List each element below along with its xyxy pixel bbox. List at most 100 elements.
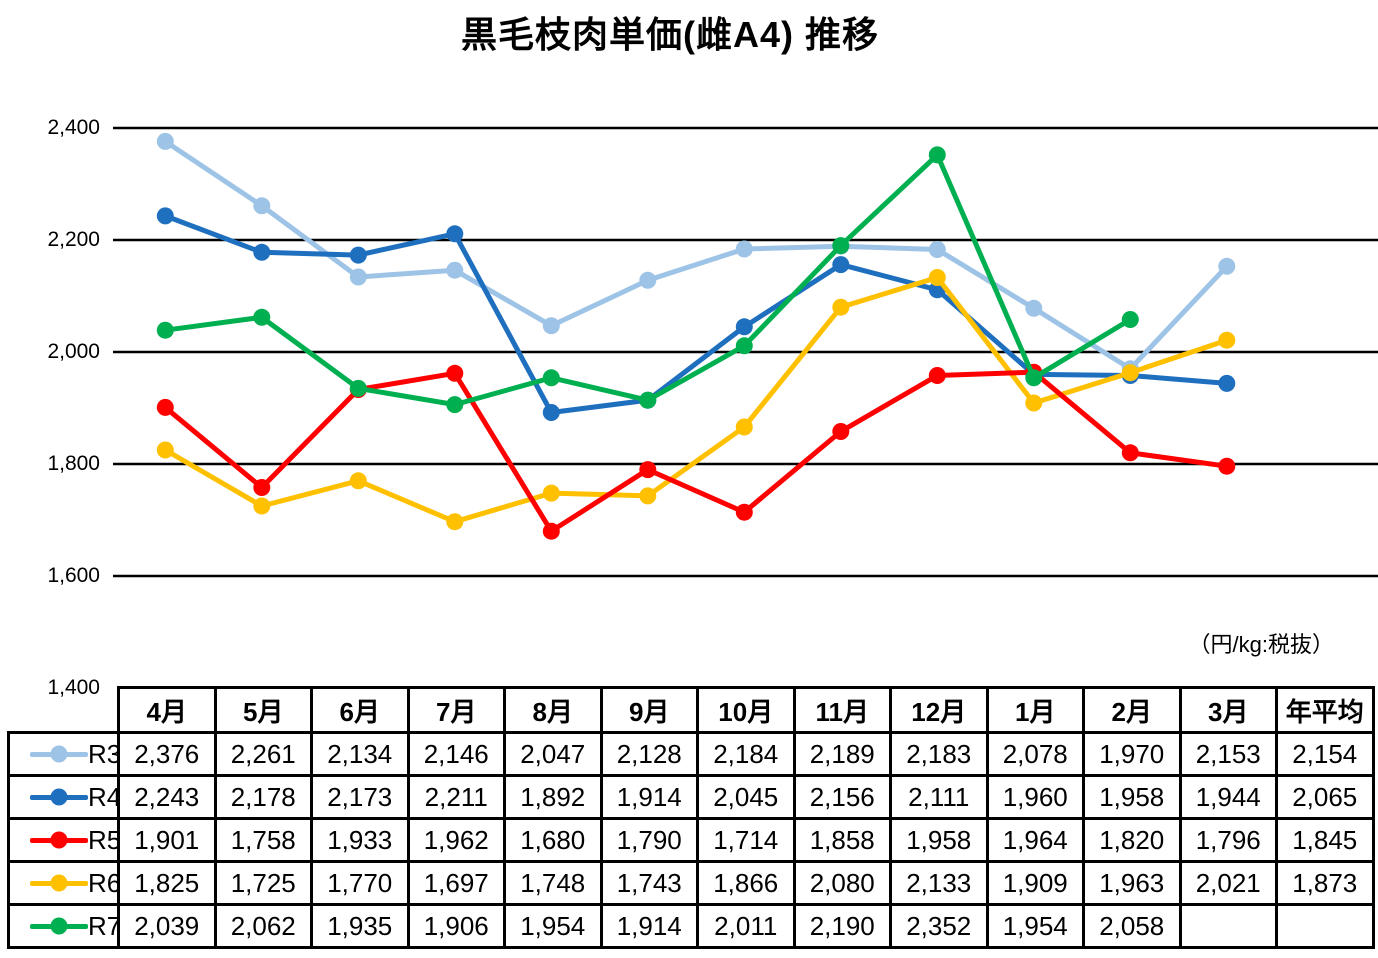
value-cell: 2,039: [117, 903, 217, 949]
month-header: 11月: [792, 686, 892, 734]
data-point-R7: [542, 369, 560, 387]
value-cell: 1,725: [213, 860, 313, 906]
data-point-R5: [446, 364, 464, 382]
value-cell: [1178, 903, 1278, 949]
value-cell: 1,963: [1082, 860, 1182, 906]
y-tick-label: 1,600: [47, 564, 100, 587]
data-point-R5: [928, 367, 946, 384]
value-cell: 1,909: [985, 860, 1085, 906]
data-point-R3: [156, 132, 174, 150]
legend-cell-R5: R5: [7, 817, 120, 863]
data-point-R6: [1121, 364, 1139, 382]
value-cell: 2,062: [213, 903, 313, 949]
y-tick-label: 1,400: [47, 676, 100, 699]
data-point-R7: [446, 396, 464, 414]
average-cell: [1275, 903, 1375, 949]
data-point-R6: [253, 497, 271, 515]
data-point-R4: [735, 318, 753, 336]
value-cell: 2,183: [889, 731, 989, 777]
value-cell: 1,858: [792, 817, 892, 863]
data-point-R7: [1121, 311, 1139, 328]
legend-line-icon: [30, 745, 88, 763]
data-point-R7: [156, 321, 174, 339]
value-cell: 2,211: [406, 774, 506, 820]
value-cell: 2,128: [599, 731, 699, 777]
value-cell: 1,796: [1178, 817, 1278, 863]
series-label: R6: [88, 867, 119, 898]
series-label: R4: [88, 781, 119, 812]
value-cell: 2,178: [213, 774, 313, 820]
data-point-R5: [1121, 444, 1139, 462]
value-cell: 2,156: [792, 774, 892, 820]
value-cell: 1,820: [1082, 817, 1182, 863]
value-cell: 2,021: [1178, 860, 1278, 906]
value-cell: 1,958: [1082, 774, 1182, 820]
data-point-R4: [542, 404, 560, 421]
data-point-R6: [639, 487, 657, 505]
value-cell: 2,352: [889, 903, 989, 949]
data-point-R7: [1025, 369, 1043, 387]
data-point-R3: [639, 271, 657, 289]
table-row: R3 2,376 2,261 2,134 2,146 2,047 2,128 2,184 2,1…: [7, 731, 1375, 777]
legend-line-icon: [30, 788, 88, 806]
data-point-R6: [735, 418, 753, 436]
data-point-R3: [446, 261, 464, 279]
legend-dot-icon: [50, 917, 68, 935]
unit-label: （円/kg:税抜）: [1188, 632, 1334, 657]
value-cell: 1,714: [696, 817, 796, 863]
data-point-R3: [928, 241, 946, 258]
data-point-R3: [1025, 299, 1043, 317]
data-point-R6: [446, 513, 464, 531]
data-point-R6: [542, 484, 560, 502]
y-tick-label: 2,400: [47, 116, 100, 139]
y-tick-label: 1,800: [47, 452, 100, 475]
series-line-R4: [162, 213, 1230, 415]
value-cell: 2,261: [213, 731, 313, 777]
month-header: 12月: [889, 686, 989, 734]
data-point-R7: [832, 237, 850, 255]
table-row: R5 1,901 1,758 1,933 1,962 1,680 1,790 1,714 1,8…: [7, 817, 1375, 863]
month-header: 8月: [503, 686, 603, 734]
data-point-R5: [156, 398, 174, 416]
data-point-R4: [253, 243, 271, 261]
value-cell: 1,748: [503, 860, 603, 906]
data-point-R6: [928, 269, 946, 286]
value-cell: 2,190: [792, 903, 892, 949]
data-point-R7: [349, 379, 367, 397]
series-line-R6: [162, 275, 1230, 525]
average-header: 年平均: [1275, 686, 1375, 734]
data-point-R7: [253, 308, 271, 326]
data-point-R3: [253, 197, 271, 215]
value-cell: 2,047: [503, 731, 603, 777]
series-line-R3: [162, 138, 1230, 372]
y-tick-label: 2,000: [47, 340, 100, 363]
data-point-R6: [156, 441, 174, 459]
value-cell: 1,914: [599, 774, 699, 820]
table-row: R6 1,825 1,725 1,770 1,697 1,748 1,743 1,866 2,0…: [7, 860, 1375, 906]
corner-cell: [9, 688, 119, 733]
value-cell: 2,133: [889, 860, 989, 906]
value-cell: 1,935: [310, 903, 410, 949]
series-label: R5: [88, 824, 119, 855]
y-tick-label: 2,200: [47, 228, 100, 251]
month-header: 3月: [1178, 686, 1278, 734]
data-point-R3: [1218, 257, 1236, 275]
value-cell: 1,758: [213, 817, 313, 863]
legend-dot-icon: [50, 831, 68, 849]
average-cell: 1,845: [1275, 817, 1375, 863]
legend-cell-R3: R3: [7, 731, 120, 777]
data-point-R5: [639, 461, 657, 479]
legend-dot-icon: [50, 874, 68, 892]
value-cell: 1,962: [406, 817, 506, 863]
value-cell: 2,011: [696, 903, 796, 949]
value-cell: 2,184: [696, 731, 796, 777]
chart-title: 黒毛枝肉単価(雌A4) 推移: [461, 14, 879, 55]
month-header: 2月: [1082, 686, 1182, 734]
data-point-R5: [253, 479, 271, 496]
data-point-R6: [1218, 331, 1236, 349]
legend-line-icon: [30, 831, 88, 849]
legend-dot-icon: [50, 745, 68, 763]
table-row: R4 2,243 2,178 2,173 2,211 1,892 1,914 2,045 2,1…: [7, 774, 1375, 820]
value-cell: 1,958: [889, 817, 989, 863]
value-cell: 1,770: [310, 860, 410, 906]
